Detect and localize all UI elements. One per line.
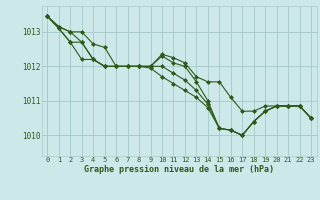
X-axis label: Graphe pression niveau de la mer (hPa): Graphe pression niveau de la mer (hPa) xyxy=(84,165,274,174)
